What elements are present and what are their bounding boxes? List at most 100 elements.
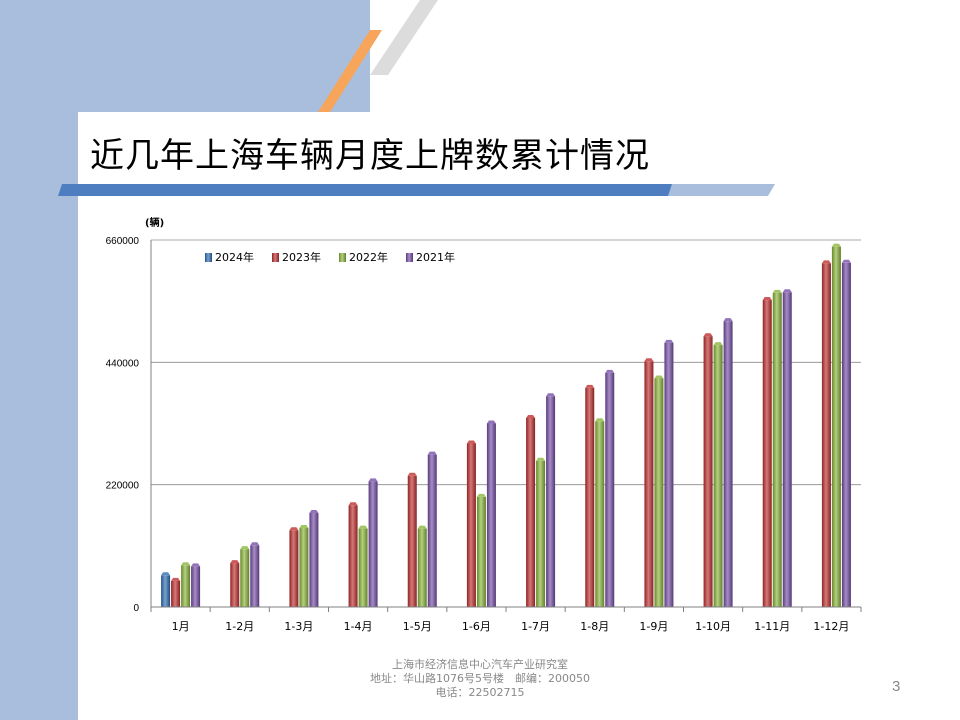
bar-cap — [368, 478, 378, 482]
left-background-band — [0, 0, 78, 720]
bar-2021年-1-12月 — [841, 262, 851, 607]
x-tick-label: 1-8月 — [580, 620, 609, 633]
title-underline-bar — [40, 184, 775, 196]
bar-cap — [427, 451, 437, 455]
bar-cap — [466, 440, 476, 444]
chart: 0 220000 440000 660000 (辆) 1月 1-2月 1-3月 1-4月 1-5月… — [106, 216, 862, 633]
axes: 0 220000 440000 660000 (辆) 1月 1-2月 1-3月 1-4月 1-5月… — [106, 216, 862, 633]
bar-cap — [309, 510, 319, 514]
bars — [161, 243, 851, 607]
bar-2023年-1-4月 — [348, 505, 358, 607]
bar-2021年-1-6月 — [486, 423, 496, 607]
bar-2022年-1-2月 — [240, 549, 250, 607]
bar-2022年-1-3月 — [299, 528, 309, 607]
bar-cap — [230, 560, 240, 564]
x-tick-label: 1-2月 — [225, 620, 254, 633]
bar-cap — [486, 420, 496, 424]
bar-cap — [171, 577, 181, 581]
x-tick-label: 1-10月 — [695, 620, 731, 633]
legend-label: 2021年 — [416, 250, 455, 264]
bar-cap — [546, 393, 556, 397]
page-number: 3 — [892, 678, 901, 695]
x-tick-label: 1-12月 — [813, 620, 849, 633]
footer-address: 地址：华山路1076号5号楼 邮编：200050 — [370, 672, 590, 685]
bar-cap — [821, 260, 831, 264]
bar-2022年-1-4月 — [358, 528, 368, 607]
bar-cap — [348, 502, 358, 506]
bar-cap — [841, 259, 851, 263]
bar-2023年-1-9月 — [644, 361, 654, 607]
bar-cap — [654, 375, 664, 379]
y-tick-label: 440000 — [106, 358, 140, 369]
bar-cap — [161, 572, 171, 576]
bar-cap — [605, 369, 615, 373]
bar-cap — [240, 546, 250, 550]
bar-2022年-1-5月 — [417, 528, 427, 607]
bar-cap — [644, 358, 654, 362]
y-tick-label: 220000 — [106, 481, 140, 492]
bar-2023年-1-12月 — [821, 263, 831, 607]
bar-2022年-1-6月 — [476, 496, 486, 607]
gridlines — [151, 239, 861, 486]
bar-cap — [299, 525, 309, 529]
bar-2021年-1-8月 — [605, 372, 615, 607]
bar-cap — [595, 418, 605, 422]
y-tick-label: 0 — [133, 603, 139, 614]
bar-2021年-1-9月 — [664, 342, 674, 607]
y-tick-label: 660000 — [106, 236, 140, 247]
bar-2022年-1月 — [181, 565, 191, 607]
bar-cap — [476, 493, 486, 497]
bar-2022年-1-8月 — [595, 421, 605, 607]
bar-2021年-1-2月 — [250, 545, 260, 607]
bar-2023年-1-5月 — [407, 475, 417, 607]
bar-cap — [191, 563, 201, 567]
bar-2022年-1-12月 — [831, 246, 841, 607]
bar-cap — [417, 525, 427, 529]
bar-2022年-1-11月 — [772, 292, 782, 607]
bar-2023年-1-6月 — [466, 443, 476, 607]
x-tick-label: 1-3月 — [284, 620, 313, 633]
bar-2023年-1-8月 — [585, 387, 595, 607]
bar-2023年-1-11月 — [762, 300, 772, 607]
bar-2021年-1-10月 — [723, 321, 733, 607]
bar-2021年-1-4月 — [368, 481, 378, 607]
top-background-band — [0, 0, 370, 112]
y-unit-label: (辆) — [145, 216, 164, 229]
bar-2023年-1-7月 — [526, 417, 536, 607]
footer: 上海市经济信息中心汽车产业研究室 地址：华山路1076号5号楼 邮编：20005… — [300, 658, 660, 700]
bar-2021年-1-3月 — [309, 513, 319, 607]
legend-label: 2023年 — [282, 250, 321, 264]
bar-cap — [585, 384, 595, 388]
x-tick-label: 1-6月 — [462, 620, 491, 633]
bar-2023年-1-3月 — [289, 530, 299, 607]
bar-cap — [664, 339, 674, 343]
bar-cap — [181, 562, 191, 566]
bar-cap — [536, 457, 546, 461]
bar-2023年-1月 — [171, 580, 181, 607]
bar-cap — [831, 243, 841, 247]
bar-cap — [723, 318, 733, 322]
bar-cap — [703, 333, 713, 337]
title-card — [78, 112, 778, 182]
legend-swatch — [406, 253, 413, 262]
bar-2023年-1-2月 — [230, 563, 240, 607]
bar-2021年-1月 — [191, 566, 201, 607]
bar-cap — [526, 414, 536, 418]
bar-cap — [289, 527, 299, 531]
legend-swatch — [205, 253, 212, 262]
x-tick-label: 1-11月 — [754, 620, 790, 633]
bar-2021年-1-7月 — [546, 396, 556, 607]
legend-swatch — [272, 253, 279, 262]
bar-cap — [407, 472, 417, 476]
legend-label: 2022年 — [349, 250, 388, 264]
bar-cap — [713, 342, 723, 346]
bar-2022年-1-9月 — [654, 378, 664, 607]
bar-2021年-1-5月 — [427, 454, 437, 607]
bar-2023年-1-10月 — [703, 336, 713, 607]
x-tick-label: 1-7月 — [521, 620, 550, 633]
bar-2022年-1-10月 — [713, 345, 723, 607]
legend-label: 2024年 — [215, 250, 254, 264]
x-tick-label: 1-4月 — [344, 620, 373, 633]
decorative-stripes — [318, 0, 438, 112]
slide-title: 近几年上海车辆月度上牌数累计情况 — [90, 136, 650, 176]
